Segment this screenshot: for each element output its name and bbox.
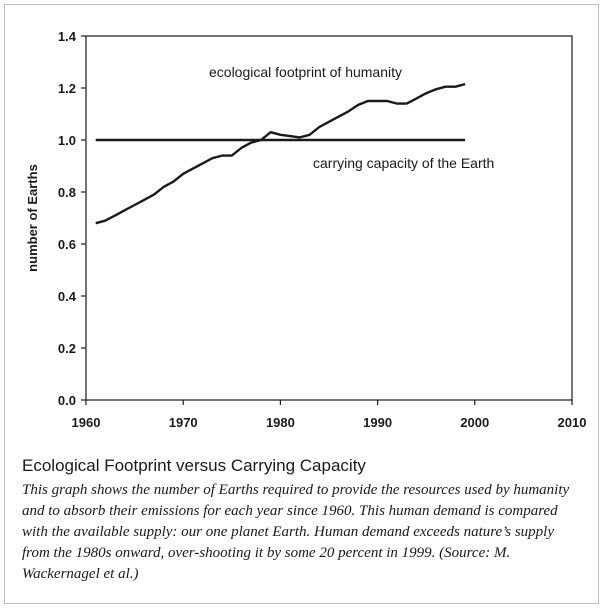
plot-area bbox=[85, 35, 573, 401]
x-tick-label: 1980 bbox=[266, 415, 295, 430]
y-tick-label: 0.4 bbox=[58, 289, 77, 304]
y-tick-label: 1.2 bbox=[58, 81, 76, 96]
x-tick-label: 1960 bbox=[72, 415, 101, 430]
x-tick-label: 1990 bbox=[363, 415, 392, 430]
x-tick-label: 2010 bbox=[558, 415, 587, 430]
series-label-footprint: ecological footprint of humanity bbox=[209, 64, 402, 80]
x-tick-label: 1970 bbox=[169, 415, 198, 430]
figure-frame bbox=[4, 4, 599, 604]
x-tick-label: 2000 bbox=[460, 415, 489, 430]
series-label-capacity: carrying capacity of the Earth bbox=[313, 155, 494, 171]
footprint-series-line bbox=[95, 82, 466, 225]
chart: 0.0 0.2 0.4 0.6 0.8 1.0 1.2 1.4 1960 1970 1980 199… bbox=[25, 29, 587, 430]
y-tick-label: 1.4 bbox=[58, 29, 77, 44]
y-axis-label: number of Earths bbox=[25, 164, 40, 272]
y-tick-label: 0.0 bbox=[58, 393, 76, 408]
y-tick-label: 0.8 bbox=[58, 185, 76, 200]
caption-title: Ecological Footprint versus Carrying Cap… bbox=[22, 456, 366, 475]
y-tick-label: 0.6 bbox=[58, 237, 76, 252]
y-axis: 0.0 0.2 0.4 0.6 0.8 1.0 1.2 1.4 bbox=[58, 29, 86, 408]
y-tick-label: 1.0 bbox=[58, 133, 76, 148]
x-axis: 1960 1970 1980 1990 2000 2010 bbox=[72, 400, 587, 430]
y-tick-label: 0.2 bbox=[58, 341, 76, 356]
series-layer bbox=[95, 82, 466, 225]
caption-body: This graph shows the number of Earths re… bbox=[22, 482, 570, 582]
